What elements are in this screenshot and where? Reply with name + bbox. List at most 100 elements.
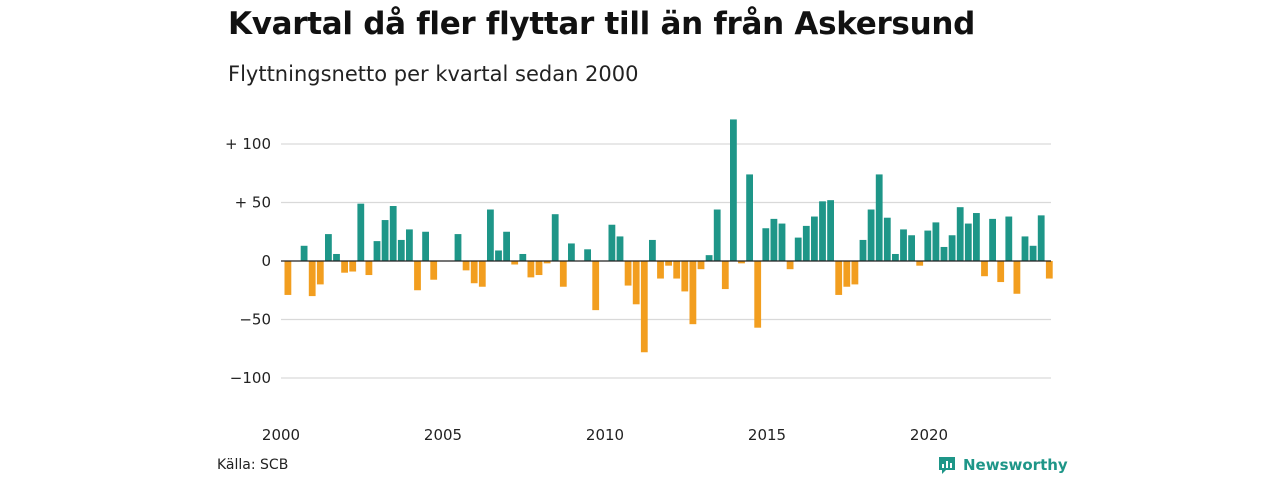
bar (900, 229, 907, 261)
bar (308, 261, 316, 297)
x-tick-label: 2005 (424, 426, 462, 444)
bar (357, 203, 365, 261)
bar (770, 218, 778, 261)
x-tick-label: 2000 (262, 426, 300, 444)
bar (819, 201, 826, 261)
bar (811, 216, 818, 261)
bar (608, 224, 616, 261)
bar (551, 214, 559, 261)
bar (851, 261, 859, 285)
bar (316, 261, 324, 285)
bar (924, 230, 932, 261)
bar (624, 261, 632, 286)
bar (989, 218, 996, 261)
bar (543, 261, 551, 264)
x-tick-label: 2015 (748, 426, 786, 444)
bar (673, 261, 681, 279)
bar (616, 236, 624, 261)
bar (721, 261, 729, 290)
source-label: Källa: SCB (217, 457, 289, 473)
bar (802, 225, 810, 261)
bar (325, 234, 332, 261)
bar (503, 231, 510, 261)
bar (1045, 261, 1053, 279)
bar (940, 246, 948, 261)
x-tick-label: 2010 (586, 426, 624, 444)
bar (1021, 236, 1029, 261)
bar (762, 228, 770, 261)
bar (681, 261, 689, 292)
y-tick-label: + 50 (235, 194, 271, 212)
bar (689, 261, 697, 325)
bar (349, 261, 357, 272)
bar (875, 174, 883, 261)
bar (908, 235, 915, 261)
bar (462, 261, 470, 271)
bar (568, 243, 575, 261)
bar (584, 249, 591, 261)
bar (859, 239, 867, 261)
bar (916, 261, 924, 266)
y-tick-label: + 100 (225, 135, 271, 153)
newsworthy-logo-icon (939, 457, 955, 474)
bar (373, 241, 381, 261)
bar (381, 220, 389, 261)
bar (632, 261, 640, 305)
bar (786, 261, 794, 270)
bar (397, 239, 405, 261)
chart-subtitle: Flyttningsnetto per kvartal sedan 2000 (228, 62, 639, 86)
bar (948, 235, 956, 261)
bar (365, 261, 373, 276)
brand-logo: Newsworthy (937, 455, 1068, 475)
bar (883, 217, 891, 261)
bar (414, 261, 421, 291)
bar (981, 261, 988, 277)
bar (1037, 215, 1045, 261)
bar (406, 229, 413, 261)
bar (713, 209, 721, 261)
bar (867, 209, 875, 261)
bar (559, 261, 567, 287)
bar (827, 200, 834, 261)
bar (495, 250, 502, 261)
bar (389, 206, 397, 261)
bar (657, 261, 664, 279)
bar-layer (284, 119, 1053, 353)
chart-title: Kvartal då fler flyttar till än från Ask… (228, 6, 976, 42)
bar (835, 261, 843, 295)
bar (535, 261, 543, 276)
axis-layer: + 100 + 50 0 −50 −100 2000 2005 2010 2015 2020 (225, 135, 1051, 444)
bar (487, 209, 494, 261)
bar (640, 261, 648, 353)
bar (422, 231, 429, 261)
bar (665, 261, 672, 266)
bar (478, 261, 486, 287)
bar (341, 261, 348, 273)
y-tick-label: −50 (239, 311, 271, 329)
bar (649, 239, 656, 261)
bar (997, 261, 1005, 283)
brand-name: Newsworthy (963, 456, 1068, 474)
bar (470, 261, 478, 284)
bar (892, 253, 899, 261)
bar (527, 261, 535, 278)
bar (973, 213, 980, 261)
y-tick-label: −100 (230, 369, 271, 387)
bar (964, 223, 972, 261)
bar (730, 119, 737, 262)
bar (697, 261, 705, 270)
bar (746, 174, 753, 261)
bar (1013, 261, 1021, 294)
bar (592, 261, 600, 311)
x-tick-label: 2020 (910, 426, 948, 444)
bar (956, 207, 964, 261)
bar (1029, 245, 1037, 261)
bar (284, 261, 292, 295)
bar (754, 261, 762, 328)
bar (738, 261, 745, 264)
bar (778, 223, 786, 261)
bar (454, 234, 462, 261)
bar (333, 253, 340, 261)
grid-layer (281, 143, 1051, 379)
